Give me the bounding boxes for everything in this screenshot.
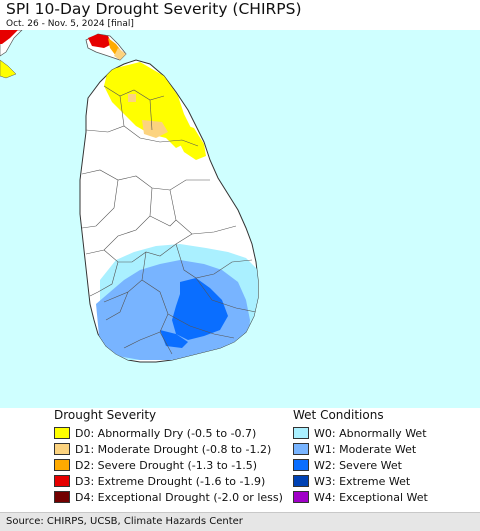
swatch-d2 [54, 459, 70, 471]
map-subtitle: Oct. 26 - Nov. 5, 2024 [final] [6, 19, 134, 29]
swatch-w0 [293, 427, 309, 439]
drought-legend: Drought Severity D0: Abnormally Dry (-0.… [54, 408, 283, 505]
legend-label-w4: W4: Exceptional Wet [314, 490, 428, 504]
jaffna-drought [88, 34, 112, 48]
legend-item-d3: D3: Extreme Drought (-1.6 to -1.9) [54, 473, 283, 489]
legend-label-d2: D2: Severe Drought (-1.3 to -1.5) [75, 458, 258, 472]
northeast-dry-zone [176, 122, 206, 160]
drought-map [0, 30, 480, 408]
swatch-w3 [293, 475, 309, 487]
legend-item-w2: W2: Severe Wet [293, 457, 428, 473]
map-title: SPI 10-Day Drought Severity (CHIRPS) [6, 0, 302, 18]
legend-label-d1: D1: Moderate Drought (-0.8 to -1.2) [75, 442, 272, 456]
district-boundaries [81, 85, 257, 355]
legend-label-w2: W2: Severe Wet [314, 458, 402, 472]
north-dry-zone [104, 62, 192, 148]
swatch-d1 [54, 443, 70, 455]
legend-label-d4: D4: Exceptional Drought (-2.0 or less) [75, 490, 283, 504]
drought-legend-title: Drought Severity [54, 408, 157, 422]
swatch-d4 [54, 491, 70, 503]
legend-label-w1: W1: Moderate Wet [314, 442, 417, 456]
jaffna-moderate [114, 48, 126, 60]
india-drought-patch [0, 30, 18, 44]
swatch-w1 [293, 443, 309, 455]
source-credit: Source: CHIRPS, UCSB, Climate Hazards Ce… [6, 516, 243, 527]
legend-label-w3: W3: Extreme Wet [314, 474, 411, 488]
north-moderate-patch [142, 120, 168, 138]
footer-bar: Source: CHIRPS, UCSB, Climate Hazards Ce… [0, 512, 480, 531]
legend-item-w1: W1: Moderate Wet [293, 441, 428, 457]
wet-legend: Wet Conditions W0: Abnormally Wet W1: Mo… [293, 408, 428, 505]
swatch-d3 [54, 475, 70, 487]
swatch-w2 [293, 459, 309, 471]
india-dry-patch [0, 59, 17, 79]
legend-item-d2: D2: Severe Drought (-1.3 to -1.5) [54, 457, 283, 473]
south-severe-wet-strip [160, 330, 188, 348]
legend-item-d4: D4: Exceptional Drought (-2.0 or less) [54, 489, 283, 505]
swatch-w4 [293, 491, 309, 503]
south-severe-wet [172, 278, 228, 340]
legend-label-w0: W0: Abnormally Wet [314, 426, 427, 440]
legend-item-d1: D1: Moderate Drought (-0.8 to -1.2) [54, 441, 283, 457]
swatch-d0 [54, 427, 70, 439]
legend-label-d0: D0: Abnormally Dry (-0.5 to -0.7) [75, 426, 257, 440]
wet-legend-title: Wet Conditions [293, 408, 384, 422]
legend-item-w0: W0: Abnormally Wet [293, 425, 428, 441]
legend-label-d3: D3: Extreme Drought (-1.6 to -1.9) [75, 474, 266, 488]
legend-item-d0: D0: Abnormally Dry (-0.5 to -0.7) [54, 425, 283, 441]
legend-item-w3: W3: Extreme Wet [293, 473, 428, 489]
legend-item-w4: W4: Exceptional Wet [293, 489, 428, 505]
north-moderate-pixel [128, 94, 136, 102]
south-moderate-wet [96, 260, 250, 360]
